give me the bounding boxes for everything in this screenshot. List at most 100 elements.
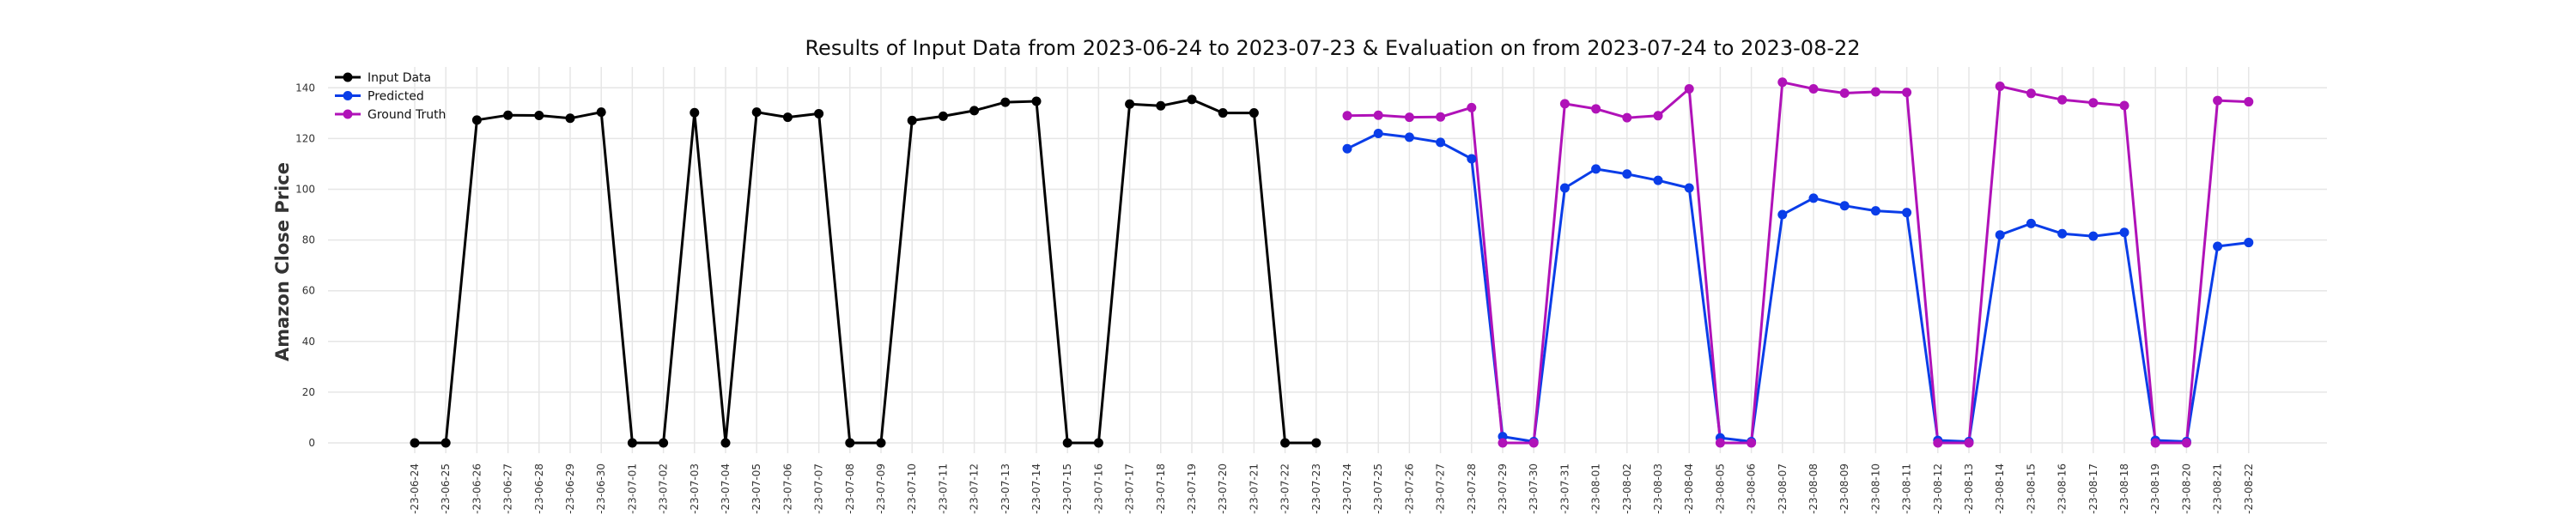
x-tick-label: -23-07-16	[1092, 464, 1104, 514]
data-point-predicted	[1995, 230, 2005, 240]
data-point-ground-truth	[1964, 438, 1974, 448]
y-axis-label: Amazon Close Price	[272, 162, 293, 361]
x-tick-label: -23-07-19	[1186, 464, 1198, 514]
x-tick-label: -23-07-23	[1310, 464, 1322, 514]
data-point-input-data	[1062, 438, 1072, 448]
legend-label: Input Data	[368, 71, 431, 85]
data-point-ground-truth	[2119, 100, 2129, 111]
x-tick-label: -23-07-04	[720, 464, 732, 514]
data-point-input-data	[1000, 97, 1011, 107]
x-tick-label: -23-07-14	[1030, 464, 1042, 514]
x-tick-label: -23-06-29	[564, 464, 576, 514]
legend-swatch-marker	[343, 72, 353, 82]
data-point-ground-truth	[1559, 99, 1570, 109]
data-point-input-data	[565, 113, 575, 124]
data-point-predicted	[1436, 137, 1446, 148]
x-tick-label: -23-07-15	[1061, 464, 1073, 514]
x-tick-label: -23-07-22	[1279, 464, 1291, 514]
data-point-input-data	[814, 108, 824, 118]
x-tick-label: -23-08-10	[1869, 464, 1881, 514]
legend-label: Ground Truth	[368, 108, 446, 122]
x-tick-label: -23-06-28	[533, 464, 545, 514]
x-tick-label: -23-07-17	[1124, 464, 1136, 514]
x-tick-label: -23-08-14	[1994, 464, 2006, 514]
data-point-input-data	[503, 110, 513, 120]
data-point-ground-truth	[1436, 112, 1446, 122]
x-tick-label: -23-08-04	[1683, 464, 1695, 514]
data-point-input-data	[1093, 438, 1103, 448]
y-tick-label: 80	[302, 234, 315, 246]
data-point-ground-truth	[1467, 102, 1477, 112]
data-point-input-data	[876, 438, 886, 448]
data-point-ground-truth	[1528, 438, 1539, 448]
data-point-predicted	[1777, 209, 1788, 220]
legend-item-ground-truth: Ground Truth	[335, 108, 446, 122]
x-tick-label: -23-07-24	[1341, 464, 1353, 514]
data-point-ground-truth	[1622, 112, 1632, 123]
data-point-input-data	[440, 438, 451, 448]
data-point-input-data	[627, 438, 637, 448]
data-point-ground-truth	[1808, 83, 1819, 94]
x-tick-label: -23-08-15	[2025, 464, 2037, 514]
x-tick-label: -23-07-12	[969, 464, 981, 514]
x-tick-label: -23-07-13	[999, 464, 1012, 514]
data-point-ground-truth	[1404, 112, 1414, 123]
data-point-predicted	[1684, 183, 1694, 193]
x-tick-label: -23-07-08	[844, 464, 856, 514]
data-point-ground-truth	[2181, 438, 2191, 448]
x-axis-ticks: -23-06-24 -23-06-25 -23-06-26 -23-06-27 -23-…	[409, 464, 2255, 514]
data-point-input-data	[751, 107, 762, 118]
data-point-input-data	[1311, 438, 1321, 448]
x-tick-label: -23-08-18	[2118, 464, 2130, 514]
data-point-input-data	[1187, 94, 1197, 105]
y-tick-label: 40	[302, 336, 315, 348]
data-point-input-data	[596, 107, 606, 118]
data-point-input-data	[907, 115, 917, 125]
x-tick-label: -23-07-11	[937, 464, 949, 514]
x-tick-label: -23-08-11	[1901, 464, 1913, 514]
data-point-ground-truth	[2057, 94, 2068, 105]
data-point-predicted	[2057, 228, 2068, 239]
legend-swatch-marker	[343, 91, 353, 100]
data-point-predicted	[1902, 208, 1912, 218]
data-point-predicted	[1653, 175, 1663, 185]
data-point-predicted	[1342, 143, 1352, 154]
data-point-ground-truth	[1498, 438, 1508, 448]
data-point-input-data	[969, 106, 980, 116]
legend-swatch-marker	[343, 109, 353, 119]
x-tick-label: -23-08-09	[1838, 464, 1850, 514]
x-tick-label: -23-08-19	[2149, 464, 2161, 514]
legend: Input Data Predicted Ground Truth	[335, 71, 446, 122]
data-point-input-data	[410, 438, 420, 448]
x-tick-label: -23-08-05	[1714, 464, 1726, 514]
x-tick-label: -23-08-20	[2180, 464, 2192, 514]
x-tick-label: -23-07-06	[781, 464, 793, 514]
x-tick-label: -23-07-01	[626, 464, 638, 514]
data-point-input-data	[938, 111, 948, 121]
y-tick-label: 100	[295, 184, 315, 196]
data-point-ground-truth	[1777, 77, 1788, 88]
data-point-predicted	[1373, 128, 1383, 138]
data-point-input-data	[782, 112, 793, 123]
data-point-ground-truth	[2213, 95, 2223, 106]
data-point-predicted	[1591, 164, 1601, 174]
x-tick-label: -23-07-29	[1497, 464, 1509, 514]
x-tick-label: -23-07-09	[875, 464, 887, 514]
x-tick-label: -23-07-21	[1248, 464, 1260, 514]
data-point-input-data	[690, 107, 700, 118]
data-point-input-data	[1125, 99, 1135, 109]
x-tick-label: -23-07-26	[1403, 464, 1415, 514]
y-tick-label: 60	[302, 285, 315, 297]
data-point-input-data	[1218, 108, 1228, 118]
data-point-ground-truth	[2088, 98, 2099, 108]
data-point-ground-truth	[1715, 438, 1725, 448]
x-tick-label: -23-06-27	[502, 464, 514, 514]
x-tick-label: -23-08-16	[2057, 464, 2069, 514]
x-tick-label: -23-07-28	[1466, 464, 1478, 514]
y-tick-label: 0	[308, 437, 315, 449]
x-tick-label: -23-07-20	[1217, 464, 1229, 514]
x-tick-label: -23-06-26	[471, 464, 483, 514]
data-point-predicted	[1404, 132, 1414, 142]
data-point-input-data	[534, 111, 544, 121]
